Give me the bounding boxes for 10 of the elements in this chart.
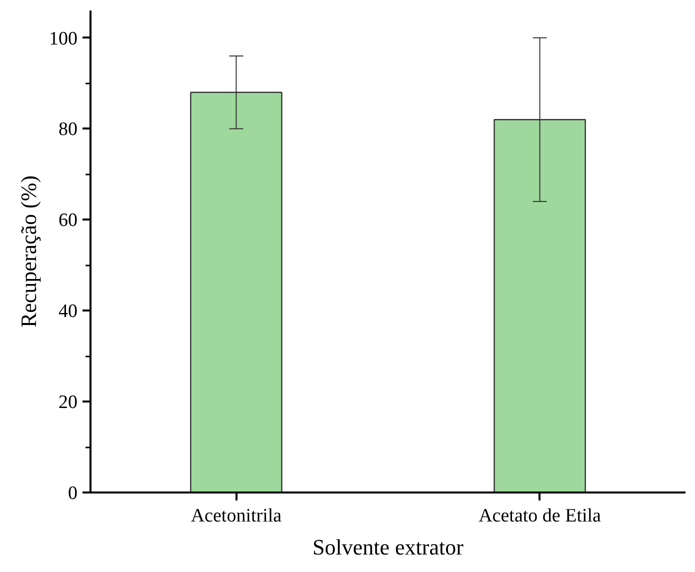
x-axis-title: Solvente extrator [312, 534, 464, 560]
y-tick-label: 100 [49, 28, 78, 50]
y-tick-label: 0 [68, 483, 78, 504]
y-axis-title: Recuperação (%) [16, 175, 41, 328]
y-tick-label: 80 [58, 119, 78, 140]
y-tick-label: 60 [58, 210, 78, 232]
y-tick-label: 20 [58, 392, 78, 414]
y-tick-label: 40 [58, 301, 78, 322]
x-tick-label: Acetato de Etila [478, 506, 602, 526]
x-tick-label: Acetonitrila [190, 506, 282, 526]
